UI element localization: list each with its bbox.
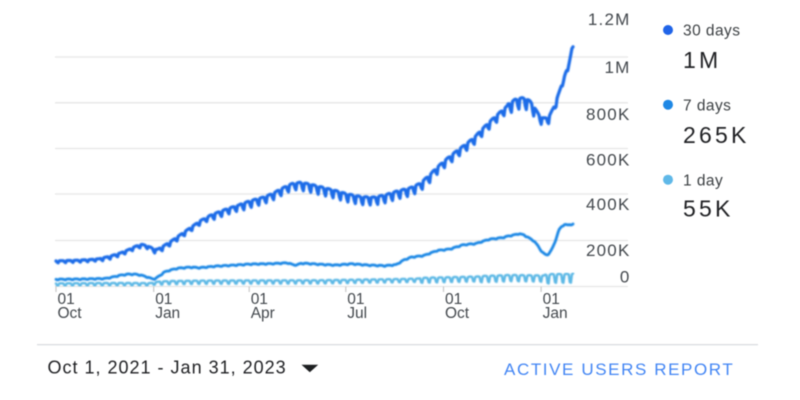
svg-text:1M: 1M xyxy=(683,47,721,73)
svg-text:600K: 600K xyxy=(586,150,631,169)
svg-text:1M: 1M xyxy=(604,58,630,77)
svg-text:Oct 1, 2021 - Jan 31, 2023: Oct 1, 2021 - Jan 31, 2023 xyxy=(48,358,287,378)
svg-text:01: 01 xyxy=(445,291,462,308)
svg-text:Jan: Jan xyxy=(155,305,180,322)
svg-text:01: 01 xyxy=(58,291,75,308)
svg-text:Jul: Jul xyxy=(347,305,367,322)
svg-text:200K: 200K xyxy=(586,241,631,260)
svg-text:1.2M: 1.2M xyxy=(588,10,631,29)
svg-text:01: 01 xyxy=(347,291,364,308)
svg-text:30 days: 30 days xyxy=(683,23,740,40)
svg-text:01: 01 xyxy=(251,291,268,308)
svg-text:7 days: 7 days xyxy=(683,97,731,114)
svg-text:1 day: 1 day xyxy=(683,172,723,189)
svg-text:01: 01 xyxy=(543,291,560,308)
svg-text:Oct: Oct xyxy=(58,305,83,322)
svg-text:Apr: Apr xyxy=(251,305,275,322)
svg-text:55K: 55K xyxy=(683,195,734,221)
svg-text:400K: 400K xyxy=(586,195,631,214)
svg-text:265K: 265K xyxy=(683,122,750,148)
svg-text:Jan: Jan xyxy=(543,305,568,322)
svg-text:800K: 800K xyxy=(586,105,631,124)
svg-text:Oct: Oct xyxy=(445,305,470,322)
svg-text:01: 01 xyxy=(155,291,172,308)
svg-text:0: 0 xyxy=(620,267,631,286)
svg-text:ACTIVE USERS REPORT: ACTIVE USERS REPORT xyxy=(504,360,734,379)
